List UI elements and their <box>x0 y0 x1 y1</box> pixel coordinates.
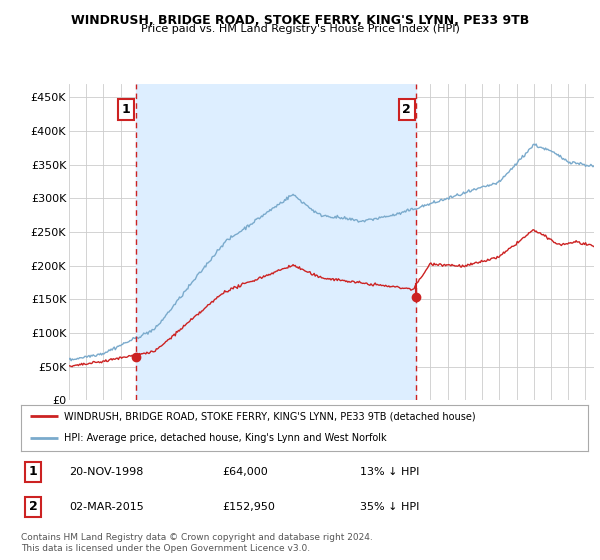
Text: Contains HM Land Registry data © Crown copyright and database right 2024.
This d: Contains HM Land Registry data © Crown c… <box>21 533 373 553</box>
Text: WINDRUSH, BRIDGE ROAD, STOKE FERRY, KING'S LYNN, PE33 9TB: WINDRUSH, BRIDGE ROAD, STOKE FERRY, KING… <box>71 14 529 27</box>
Text: 02-MAR-2015: 02-MAR-2015 <box>69 502 144 512</box>
Text: Price paid vs. HM Land Registry's House Price Index (HPI): Price paid vs. HM Land Registry's House … <box>140 24 460 34</box>
Text: 20-NOV-1998: 20-NOV-1998 <box>69 466 143 477</box>
Text: 2: 2 <box>29 500 37 514</box>
Text: 2: 2 <box>402 103 411 116</box>
Bar <box>136 84 416 400</box>
Text: 1: 1 <box>29 465 37 478</box>
Text: WINDRUSH, BRIDGE ROAD, STOKE FERRY, KING'S LYNN, PE33 9TB (detached house): WINDRUSH, BRIDGE ROAD, STOKE FERRY, KING… <box>64 412 475 421</box>
Text: 1: 1 <box>122 103 131 116</box>
Text: £64,000: £64,000 <box>222 466 268 477</box>
Text: 13% ↓ HPI: 13% ↓ HPI <box>360 466 419 477</box>
Text: £152,950: £152,950 <box>222 502 275 512</box>
Text: 35% ↓ HPI: 35% ↓ HPI <box>360 502 419 512</box>
Text: HPI: Average price, detached house, King's Lynn and West Norfolk: HPI: Average price, detached house, King… <box>64 433 386 443</box>
